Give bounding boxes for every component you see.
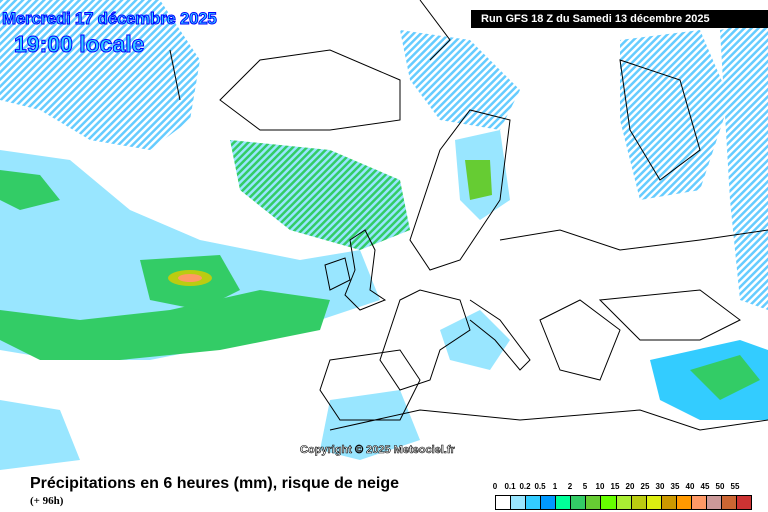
legend-swatch xyxy=(631,496,647,509)
legend-swatch xyxy=(601,496,617,509)
coastlines xyxy=(169,0,768,431)
legend-label: 10 xyxy=(595,482,605,491)
legend-label: 40 xyxy=(685,482,695,491)
legend-label: 0.5 xyxy=(534,482,546,491)
legend-swatch xyxy=(691,496,707,509)
legend-label: 55 xyxy=(730,482,740,491)
legend-swatch xyxy=(571,496,587,509)
legend-swatch xyxy=(496,496,512,509)
legend-swatch xyxy=(586,496,602,509)
legend-label: 25 xyxy=(640,482,650,491)
legend-swatch xyxy=(737,496,752,509)
legend-labels: 0 0.1 0.2 0.5 1 2 5 10 15 20 25 30 35 40 45 50 55 xyxy=(492,482,755,494)
color-legend: 0 0.1 0.2 0.5 1 2 5 10 15 20 25 30 35 40 45 50 55 xyxy=(492,482,755,510)
forecast-offset: (+ 96h) xyxy=(30,495,64,507)
legend-swatch xyxy=(556,496,572,509)
legend-label: 0 xyxy=(492,482,498,491)
legend-label: 15 xyxy=(610,482,620,491)
precipitation-map xyxy=(0,0,768,470)
legend-label: 0.1 xyxy=(504,482,516,491)
legend-label: 50 xyxy=(715,482,725,491)
model-run-label: Run GFS 18 Z du Samedi 13 décembre 2025 xyxy=(471,10,768,28)
legend-label: 1 xyxy=(552,482,558,491)
map-title: Précipitations en 6 heures (mm), risque … xyxy=(30,475,399,492)
legend-bar xyxy=(495,495,752,510)
legend-label: 20 xyxy=(625,482,635,491)
legend-label: 30 xyxy=(655,482,665,491)
legend-label: 5 xyxy=(582,482,588,491)
legend-swatch xyxy=(661,496,677,509)
legend-label: 45 xyxy=(700,482,710,491)
legend-label: 35 xyxy=(670,482,680,491)
legend-swatch xyxy=(526,496,542,509)
precipitation-areas xyxy=(0,0,768,470)
legend-swatch xyxy=(721,496,737,509)
legend-swatch xyxy=(676,496,692,509)
legend-label: 2 xyxy=(567,482,573,491)
legend-swatch xyxy=(541,496,557,509)
forecast-time: 19:00 locale xyxy=(13,31,145,57)
legend-swatch xyxy=(646,496,662,509)
legend-label: 0.2 xyxy=(519,482,531,491)
legend-swatch xyxy=(616,496,632,509)
legend-swatch xyxy=(706,496,722,509)
copyright: Copyright © 2025 Meteociel.fr xyxy=(300,444,455,457)
forecast-date: Mercredi 17 décembre 2025 xyxy=(2,9,218,28)
legend-swatch xyxy=(511,496,527,509)
